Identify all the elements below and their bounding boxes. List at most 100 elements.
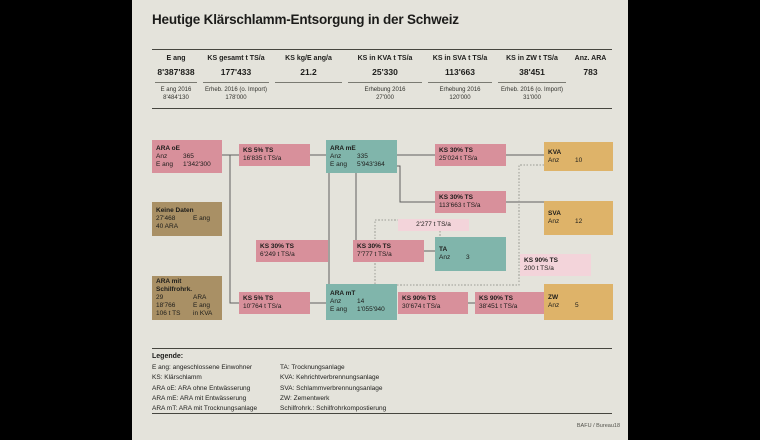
node-cell: 12 (575, 218, 583, 225)
node-ara-mt: ARA mT Anz 14 E ang 1'055'940 (326, 284, 397, 320)
node-ks30-25024: KS 30% TS 25'024 t TS/a (435, 144, 506, 166)
node-cell: E ang (193, 215, 210, 222)
node-cell: 200 t TS/a (524, 265, 554, 272)
node-row: 25'024 t TS/a (439, 155, 502, 163)
node-cell: 40 ARA (156, 223, 179, 230)
connector-dotted (397, 164, 544, 286)
table-sub-value: 31'000 (523, 95, 541, 101)
node-title: KS 5% TS (243, 147, 274, 154)
node-row: 16'835 t TS/a (243, 155, 306, 163)
node-row: 200 t TS/a (524, 265, 587, 273)
node-ara-schilf: ARA mit Schilfrohrk. 29 ARA 18'766 E ang 106 … (152, 276, 222, 320)
table-value: 38'451 (519, 67, 545, 77)
legend-item: TA: Trocknungsanlage (280, 364, 345, 371)
table-header: KS in KVA t TS/a (357, 55, 413, 62)
page-title: Heutige Klärschlamm-Entsorgung in der Sc… (152, 12, 459, 27)
node-row: 18'766 E ang (156, 302, 218, 310)
legend-item: SVA: Schlammverbrennungsanlage (280, 384, 383, 392)
node-title: ARA oE (156, 144, 180, 152)
table-sub: Erheb. 2016 (o. Import) 31'000 (498, 82, 566, 103)
node-keine-daten: Keine Daten 27'468 E ang 40 ARA (152, 202, 222, 236)
legend-item: ARA oE: ARA ohne Entwässerung (152, 384, 251, 392)
node-row: Anz 10 (548, 157, 609, 165)
node-sva: SVA Anz 12 (544, 201, 613, 235)
node-cell: 5'943'364 (357, 160, 385, 168)
table-sub-label: Erhebung 2016 (439, 87, 481, 93)
node-row: 27'468 E ang (156, 215, 218, 223)
table-sub-value: 120'000 (449, 95, 471, 101)
table-sub-label: Erhebung 2016 (364, 87, 406, 93)
table-sub-label: E ang 2016 (160, 87, 192, 93)
table-sub: E ang 2016 8'484'130 (155, 82, 197, 103)
legend-item: KS: Klärschlamm (152, 374, 202, 382)
node-row: Anz 5 (548, 302, 609, 310)
table-sub: Erhebung 2016 120'000 (428, 82, 492, 103)
legend-item: Schilfrohrk.: Schilfrohrkompostierung (280, 405, 387, 413)
table-value: 177'433 (220, 67, 252, 77)
node-row: 113'663 t TS/a (439, 202, 502, 210)
node-row: Anz 335 (330, 153, 393, 161)
legend: Legende: E ang: angeschlossene Einwohner… (152, 348, 612, 414)
table-sub-label: Erheb. 2016 (o. Import) (204, 87, 268, 93)
table-sub-value: 27'000 (376, 95, 394, 101)
node-ta: TA Anz 3 (435, 237, 506, 271)
connector-solid (229, 155, 239, 304)
attribution: BAFU / Bureau18 (576, 423, 620, 429)
node-cell: Anz (548, 302, 560, 309)
table-sub: Erheb. 2016 (o. Import) 178'000 (203, 82, 269, 103)
node-title: ARA mit Schilfrohrk. (156, 278, 193, 293)
node-title: ARA mE (330, 144, 356, 152)
node-title: KS 90% TS (402, 295, 436, 302)
node-ks5-10764: KS 5% TS 10'764 t TS/a (239, 292, 310, 314)
node-cell: 25'024 t TS/a (439, 155, 478, 162)
table-value: 21.2 (300, 67, 317, 77)
node-cell: 7'777 t TS/a (357, 251, 392, 258)
node-row: Anz 14 (330, 298, 393, 306)
node-title: Keine Daten (156, 207, 194, 214)
node-row: 40 ARA (156, 223, 218, 231)
node-cell: 1'342'300 (183, 160, 211, 168)
node-cell: Anz (330, 152, 342, 160)
node-row: Anz 3 (439, 254, 502, 262)
node-title: KS 30% TS (357, 243, 391, 250)
table-header: KS kg/E ang/a (285, 55, 332, 62)
node-title: KS 90% TS (479, 295, 513, 302)
flow-connectors (222, 154, 544, 304)
node-cell: 14 (357, 298, 365, 305)
node-row: 6'249 t TS/a (260, 251, 324, 259)
node-cell: 335 (357, 152, 368, 160)
node-cell: 30'674 t TS/a (402, 303, 441, 310)
legend-item: E ang: angeschlossene Einwohner (152, 364, 253, 371)
node-zw: ZW Anz 5 (544, 284, 613, 320)
node-row: Anz 12 (548, 218, 609, 226)
node-cell: E ang (193, 302, 210, 309)
node-cell: 10'764 t TS/a (243, 303, 282, 310)
node-cell: 113'663 t TS/a (439, 202, 481, 209)
node-ks5-16835: KS 5% TS 16'835 t TS/a (239, 144, 310, 166)
node-cell: E ang (330, 306, 347, 313)
table-header: KS gesamt t TS/a (207, 55, 265, 62)
legend-columns: E ang: angeschlossene Einwohner KS: Klärs… (152, 363, 612, 414)
node-ks90-30674: KS 90% TS 30'674 t TS/a (398, 292, 468, 314)
node-row: 7'777 t TS/a (357, 251, 420, 259)
node-cell: Anz (548, 156, 560, 164)
node-row: 2'277 t TS/a (402, 221, 465, 229)
node-ks30-6249: KS 30% TS 6'249 t TS/a (256, 240, 328, 262)
node-cell: 2'277 t TS/a (416, 221, 451, 228)
table-sub-value: 8'484'130 (163, 95, 189, 101)
node-title: SVA (548, 210, 561, 217)
node-cell: 10 (575, 156, 583, 164)
table-column: Anz. ARA 783 (569, 54, 612, 103)
table-column: KS kg/E ang/a 21.2 (272, 54, 345, 103)
table-sub: Erhebung 2016 27'000 (348, 82, 422, 103)
legend-item: ZW: Zementwerk (280, 394, 330, 402)
node-title: ARA mT (330, 290, 356, 297)
node-row: Anz 365 (156, 153, 218, 161)
node-cell: 38'451 t TS/a (479, 303, 518, 310)
node-row: E ang 1'342'300 (156, 161, 218, 169)
node-cell: 5 (575, 302, 579, 309)
node-cell: Anz (156, 152, 168, 160)
table-column: KS in SVA t TS/a 113'663 Erhebung 2016 120'… (425, 54, 495, 103)
node-row: E ang 1'055'940 (330, 306, 393, 314)
node-ks30-7777: KS 30% TS 7'777 t TS/a (353, 240, 424, 262)
